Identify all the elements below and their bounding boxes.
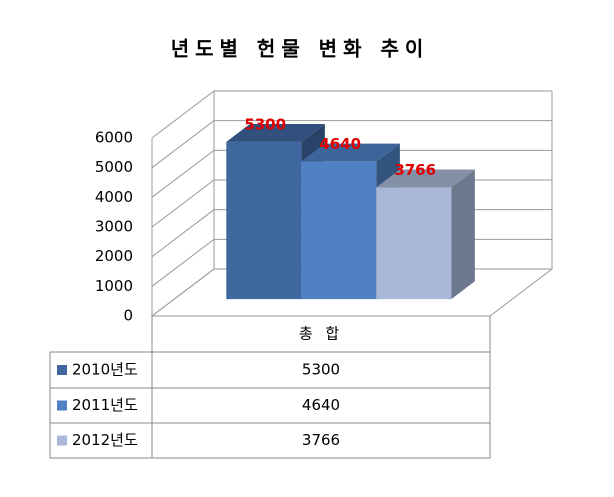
- y-tick-label: 3000: [95, 218, 133, 236]
- legend-swatch: [57, 400, 67, 411]
- grid-line: [151, 90, 552, 139]
- table-value: 3766: [302, 431, 340, 449]
- bar-side: [451, 169, 475, 300]
- bar-front: [301, 161, 377, 300]
- table-border: [152, 316, 491, 459]
- legend-swatch: [57, 365, 67, 375]
- y-tick-label: 1000: [95, 277, 133, 295]
- table-border: [49, 316, 490, 459]
- table-value: 4640: [302, 396, 340, 414]
- data-label: 5300: [244, 115, 286, 133]
- y-tick-label: 6000: [95, 129, 133, 147]
- y-tick-label: 5000: [95, 158, 133, 176]
- bar-top: [301, 143, 400, 162]
- y-tick-label: 2000: [95, 247, 133, 265]
- data-label: 3766: [394, 161, 436, 179]
- y-tick-label: 0: [123, 307, 133, 325]
- table-value: 5300: [302, 361, 340, 379]
- legend-label: 2010년도: [72, 361, 138, 379]
- grid-line: [151, 120, 552, 169]
- legend-label: 2012년도: [72, 431, 138, 449]
- bar-top: [376, 169, 475, 188]
- legend-label: 2011년도: [72, 396, 138, 414]
- y-tick-label: 4000: [95, 188, 133, 206]
- bar-front: [226, 141, 302, 300]
- grid-line: [151, 149, 552, 198]
- legend-swatch: [57, 435, 67, 446]
- chart-title: 년도별 헌물 변화 추이: [171, 37, 430, 61]
- bar-front: [376, 187, 452, 300]
- bar-top: [226, 123, 325, 142]
- x-tick-label: 총 합: [299, 325, 343, 343]
- data-label: 4640: [319, 135, 361, 153]
